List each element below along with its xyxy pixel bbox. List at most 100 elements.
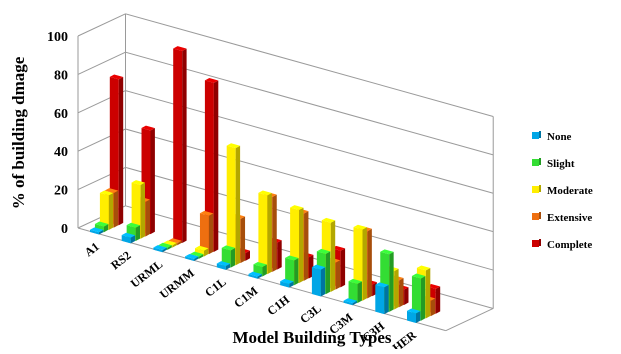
bar-side xyxy=(325,251,331,295)
x-tick-label: URML xyxy=(128,257,166,291)
bar-face xyxy=(226,145,236,266)
bar-none-urml xyxy=(153,245,167,253)
bar-side xyxy=(320,267,326,297)
bar-top xyxy=(141,125,155,131)
bar-face xyxy=(99,192,109,230)
bar-top xyxy=(199,210,214,216)
bar-top xyxy=(226,143,241,149)
y-tick-labels: 0 20 40 60 80 100 xyxy=(47,30,68,237)
legend-swatch-side xyxy=(539,131,541,138)
bar-none-urmm xyxy=(185,253,199,262)
legend-item-slight: Slight xyxy=(532,158,575,170)
bar-none-c1l xyxy=(216,261,231,270)
bar-face xyxy=(311,267,321,297)
bar-side xyxy=(289,281,294,288)
bar-side xyxy=(135,225,141,242)
bar-side xyxy=(299,207,304,283)
bar-top xyxy=(343,298,357,304)
bar-top xyxy=(258,190,272,196)
bar-face xyxy=(248,274,258,279)
bar-side xyxy=(103,224,109,233)
bar-extensive-urmm xyxy=(199,210,214,255)
bar-top xyxy=(131,180,145,185)
x-tick-label: URMM xyxy=(157,266,197,302)
y-tick-label: 100 xyxy=(47,30,68,45)
bar-side xyxy=(150,128,155,235)
bar-complete-urmm xyxy=(204,77,219,252)
bar-top xyxy=(285,255,299,261)
bar-none-c3l xyxy=(311,264,326,297)
bar-top xyxy=(248,271,262,277)
bar-none-a1 xyxy=(90,227,104,235)
bar-top xyxy=(109,74,124,80)
bar-side xyxy=(294,257,299,286)
bar-side xyxy=(367,228,372,299)
bar-face xyxy=(407,310,416,323)
bars-layer xyxy=(90,46,441,323)
bar-side xyxy=(108,192,114,230)
bar-side xyxy=(416,311,421,323)
gridline-back xyxy=(125,13,494,117)
bar-side xyxy=(435,286,441,314)
legend-swatch xyxy=(532,213,539,220)
bar-face xyxy=(173,48,183,243)
gridline-back xyxy=(125,90,494,194)
bar-top xyxy=(153,245,167,250)
bar-top xyxy=(121,232,136,238)
y-tick-label: 20 xyxy=(54,184,68,199)
bar-top xyxy=(353,224,367,230)
bar-top xyxy=(163,240,177,246)
x-axis-title: Model Building Types xyxy=(232,328,391,347)
bar-top xyxy=(375,282,389,288)
bar-face xyxy=(343,300,353,306)
bar-side xyxy=(277,240,282,270)
bar-top xyxy=(126,222,141,228)
bar-slight-c3m xyxy=(348,278,362,303)
bar-side xyxy=(404,287,409,305)
bar-side xyxy=(399,277,404,308)
bar-side xyxy=(162,247,167,253)
bar-side xyxy=(394,268,399,310)
bar-side xyxy=(272,194,277,272)
bar-top xyxy=(348,278,362,284)
bar-top xyxy=(416,265,431,271)
legend-label: Extensive xyxy=(547,212,592,224)
legend-swatch-side xyxy=(539,185,541,192)
bar-none-c3h xyxy=(375,282,389,315)
y-tick-label: 0 xyxy=(61,222,68,237)
bar-side xyxy=(267,193,272,275)
y-tick-label: 60 xyxy=(54,107,68,122)
bar-top xyxy=(311,264,326,270)
bar-side xyxy=(362,227,367,301)
legend-swatch-side xyxy=(539,239,541,246)
x-tick-label: RS2 xyxy=(108,248,133,272)
bar-top xyxy=(90,227,104,233)
bar-top xyxy=(411,273,426,279)
bar-top xyxy=(158,242,172,248)
bar-top xyxy=(104,188,119,194)
legend-swatch xyxy=(532,240,539,247)
bar-side xyxy=(140,182,145,239)
bar-side xyxy=(304,211,309,281)
bar-side xyxy=(194,256,199,262)
bar-side xyxy=(425,268,431,319)
bar-face xyxy=(216,263,226,270)
bar-top xyxy=(321,217,336,223)
bar-top xyxy=(173,46,187,51)
bar-face xyxy=(185,256,195,262)
bar-top xyxy=(190,251,204,257)
bar-face xyxy=(280,281,290,288)
bar-top xyxy=(195,245,209,251)
bar-face xyxy=(153,247,163,253)
bar-face xyxy=(199,213,209,255)
bar-side xyxy=(257,274,262,279)
bar-top xyxy=(168,238,182,244)
legend-swatch-side xyxy=(539,158,541,165)
gridline-back xyxy=(125,166,494,271)
legend-item-extensive: Extensive xyxy=(532,212,592,224)
bar-side xyxy=(262,264,267,277)
bar-moderate-a1 xyxy=(99,190,114,230)
bar-top xyxy=(94,221,109,227)
